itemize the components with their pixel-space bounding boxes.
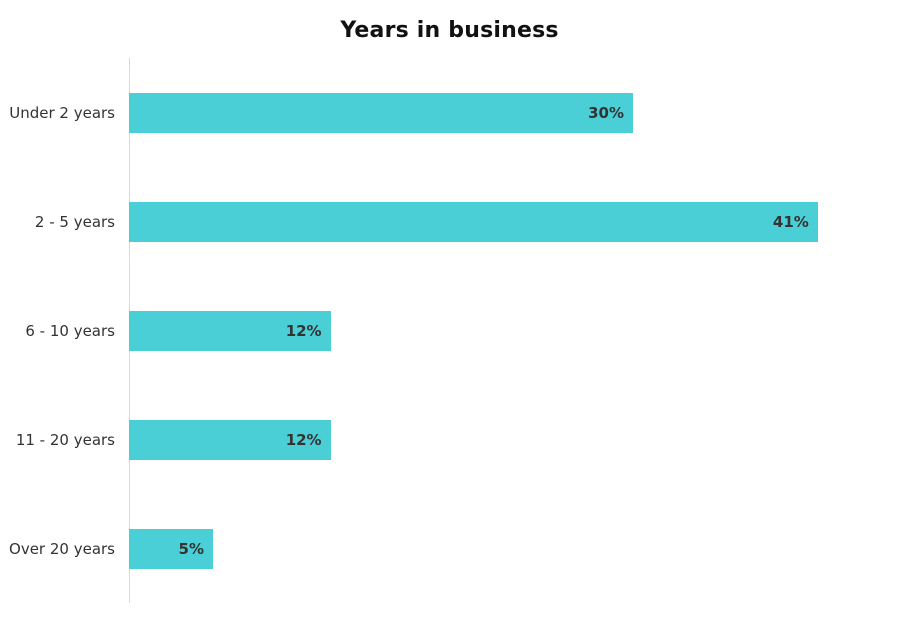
category-label: Over 20 years bbox=[9, 539, 115, 558]
category-label: 2 - 5 years bbox=[34, 212, 115, 231]
bar-track: 5% bbox=[129, 528, 899, 569]
bar-track: 12% bbox=[129, 419, 899, 460]
bar-value-label: 12% bbox=[285, 430, 322, 449]
bar-value-label: 30% bbox=[588, 103, 624, 122]
bar-row: Over 20 years 5% bbox=[0, 494, 899, 603]
bar-value-label: 5% bbox=[178, 539, 204, 558]
bar-row: Under 2 years 30% bbox=[0, 58, 899, 167]
bar-value-label: 41% bbox=[772, 212, 809, 231]
bar: 30% bbox=[129, 92, 633, 133]
plot-area: Under 2 years 30% 2 - 5 years 41% 6 - 10 yea… bbox=[0, 58, 899, 603]
bar-value-label: 12% bbox=[285, 321, 322, 340]
bar: 41% bbox=[129, 201, 818, 242]
bar: 12% bbox=[129, 310, 331, 351]
bar-track: 30% bbox=[129, 92, 899, 133]
category-label: 11 - 20 years bbox=[15, 430, 115, 449]
bar-row: 11 - 20 years 12% bbox=[0, 385, 899, 494]
bar-track: 12% bbox=[129, 310, 899, 351]
bar-row: 6 - 10 years 12% bbox=[0, 276, 899, 385]
bar: 12% bbox=[129, 419, 331, 460]
category-label: 6 - 10 years bbox=[25, 321, 115, 340]
bar: 5% bbox=[129, 528, 213, 569]
category-label: Under 2 years bbox=[9, 103, 115, 122]
bar-row: 2 - 5 years 41% bbox=[0, 167, 899, 276]
bar-rows: Under 2 years 30% 2 - 5 years 41% 6 - 10 yea… bbox=[0, 58, 899, 603]
chart-title: Years in business bbox=[340, 18, 559, 43]
bar-track: 41% bbox=[129, 201, 899, 242]
